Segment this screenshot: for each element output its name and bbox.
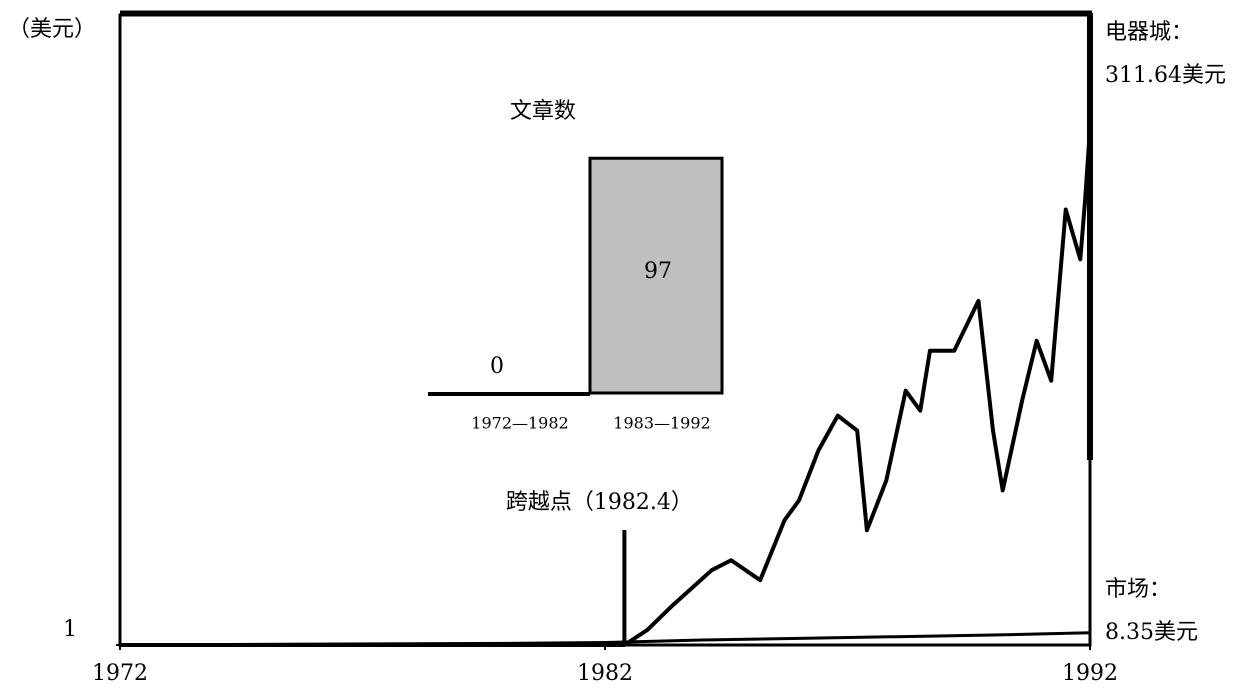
series-line — [119, 631, 1091, 647]
y-axis-label: （美元） — [8, 17, 96, 42]
end-value-label: 8.35美元 — [1105, 620, 1198, 645]
bar — [588, 156, 724, 395]
legend-label: 市场： — [1105, 577, 1171, 602]
series-line — [120, 128, 1092, 647]
end-value-label: 311.64美元 — [1105, 63, 1226, 88]
crossover-label: 跨越点（1982.4） — [506, 490, 693, 515]
inset-category-label: 1983—1992 — [613, 414, 710, 433]
bar-value-label: 97 — [644, 259, 672, 284]
inset-title: 文章数 — [510, 99, 576, 124]
bar-value-label: 0 — [490, 354, 504, 379]
legend-label: 电器城： — [1105, 20, 1193, 45]
x-tick-label: 1992 — [1062, 661, 1118, 686]
y-tick-label: 1 — [63, 617, 77, 642]
x-tick-label: 1982 — [577, 661, 633, 686]
x-tick-label: 1972 — [92, 661, 148, 686]
inset-category-label: 1972—1982 — [471, 414, 568, 433]
